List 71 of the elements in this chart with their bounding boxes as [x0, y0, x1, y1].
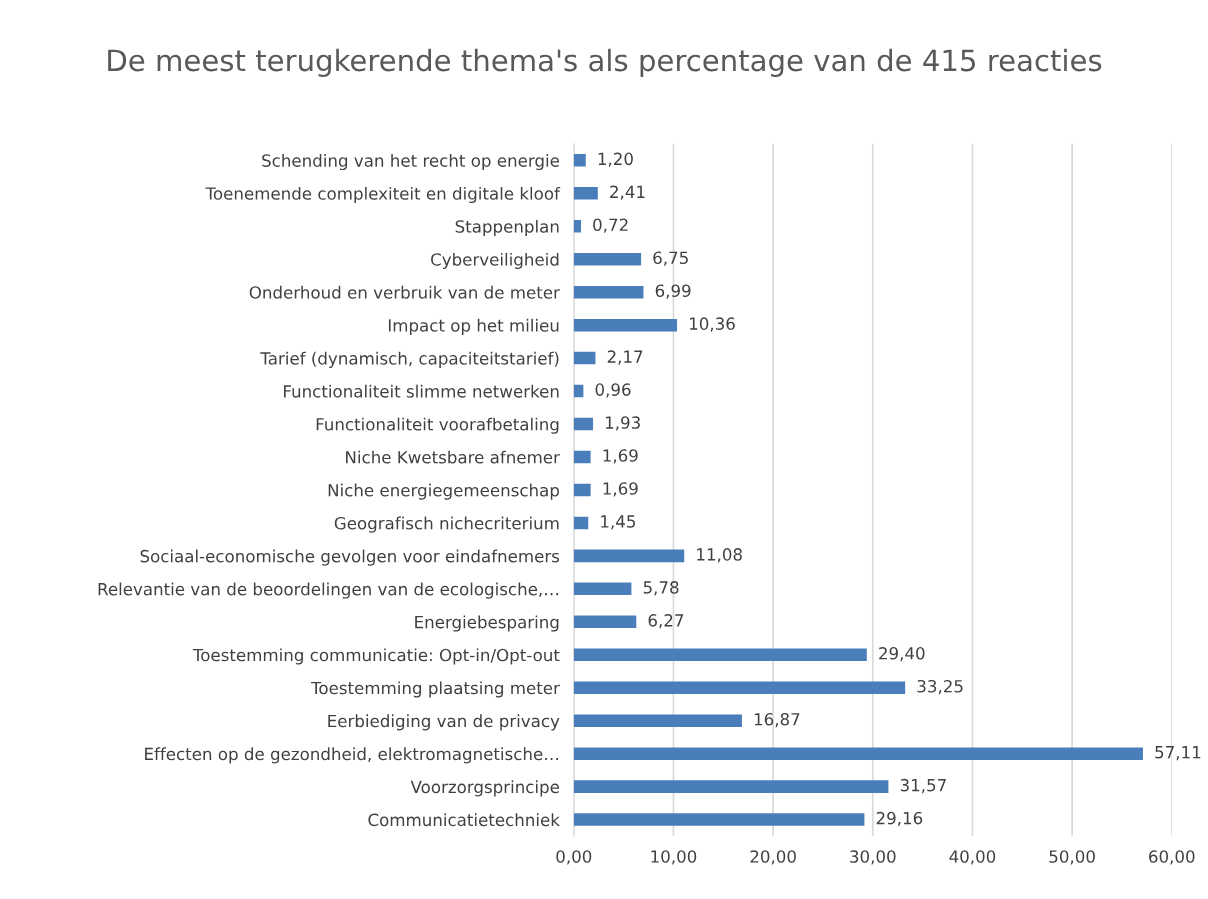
y-tick-label: Toenemende complexiteit en digitale kloof [205, 186, 561, 204]
x-tick-label: 60,00 [1149, 850, 1195, 865]
bar [573, 450, 591, 464]
data-label: 57,11 [1155, 746, 1201, 761]
y-tick-label: Effecten op de gezondheid, elektromagnetische… [145, 747, 558, 764]
data-label: 6,75 [653, 251, 688, 266]
data-label: 0,72 [593, 218, 628, 233]
bar [573, 681, 906, 694]
data-label: 29,16 [876, 811, 923, 827]
chart-title: De meest terugkerende thema's als percentage van de 415 reacties [108, 48, 1102, 78]
bar [573, 582, 632, 596]
y-tick-label: Stappenplan [455, 219, 559, 237]
bar [573, 813, 865, 826]
data-label: 6,99 [655, 284, 691, 299]
y-tick-label: Toestemming plaatsing meter [311, 681, 560, 698]
data-label: 31,57 [900, 778, 946, 794]
y-tick-label: Sociaal-economische gevolgen voor eindafnemers [140, 549, 560, 566]
x-tick-label: 20,00 [750, 850, 796, 865]
data-label: 5,78 [643, 581, 679, 596]
bar [573, 714, 742, 727]
data-label: 29,40 [879, 647, 925, 662]
bar [573, 187, 598, 200]
data-label: 1,45 [601, 515, 636, 530]
y-tick-label: Niche energiegemeenschap [328, 483, 559, 500]
y-tick-label: Eerbiediging van de privacy [328, 714, 560, 731]
data-label: 10,36 [689, 317, 735, 332]
bar [573, 747, 1143, 760]
y-tick-label: Onderhoud en verbruik van de meter [249, 285, 560, 299]
bar [573, 615, 637, 629]
x-tick-label: 30,00 [850, 850, 896, 865]
y-tick-label: Impact op het milieu [388, 318, 559, 335]
bar [573, 549, 685, 563]
data-label: 1,20 [598, 152, 633, 167]
bar [573, 285, 644, 299]
y-tick-label: Niche Kwetsbare afnemer [346, 450, 560, 464]
bar [573, 417, 594, 431]
x-tick-label: 40,00 [949, 850, 996, 865]
y-tick-label: Tarief (dynamisch, capaciteitstarief) [260, 351, 559, 368]
data-label: 33,25 [917, 679, 963, 695]
bar [573, 252, 642, 266]
x-tick-label: 0,00 [556, 850, 592, 865]
bar [573, 351, 596, 365]
y-tick-label: Geografisch nichecriterium [334, 516, 559, 533]
y-tick-label: Communicatietechniek [368, 813, 560, 827]
bar [573, 318, 678, 332]
data-label: 0,96 [595, 383, 631, 398]
bar [573, 154, 586, 167]
bar [573, 780, 889, 793]
y-tick-label: Energiebesparing [415, 615, 559, 632]
y-tick-label: Functionaliteit slimme netwerken [284, 384, 559, 398]
bar [573, 219, 581, 233]
bar [573, 483, 591, 497]
data-label: 2,17 [607, 350, 643, 365]
y-tick-label: Relevantie van de beoordelingen van de ecologische,… [98, 582, 558, 599]
data-label: 1,93 [605, 416, 640, 431]
y-tick-label: Voorzorgsprincipe [410, 780, 560, 797]
x-tick-label: 10,00 [651, 850, 697, 865]
y-tick-label: Schending van het recht op energie [262, 153, 560, 171]
y-tick-label: Functionaliteit voorafbetaling [316, 417, 559, 434]
data-label: 16,87 [754, 712, 800, 728]
data-label: 6,27 [648, 614, 684, 629]
bar [573, 384, 584, 398]
y-tick-label: Cyberveiligheid [431, 252, 559, 270]
x-tick-label: 50,00 [1049, 850, 1095, 865]
bar [573, 648, 867, 662]
data-label: 1,69 [603, 449, 638, 464]
data-label: 11,08 [697, 548, 742, 563]
bar [573, 516, 589, 530]
data-label: 1,69 [603, 482, 638, 497]
y-tick-label: Toestemming communicatie: Opt-in/Opt-out [192, 648, 560, 665]
data-label: 2,41 [610, 185, 645, 200]
